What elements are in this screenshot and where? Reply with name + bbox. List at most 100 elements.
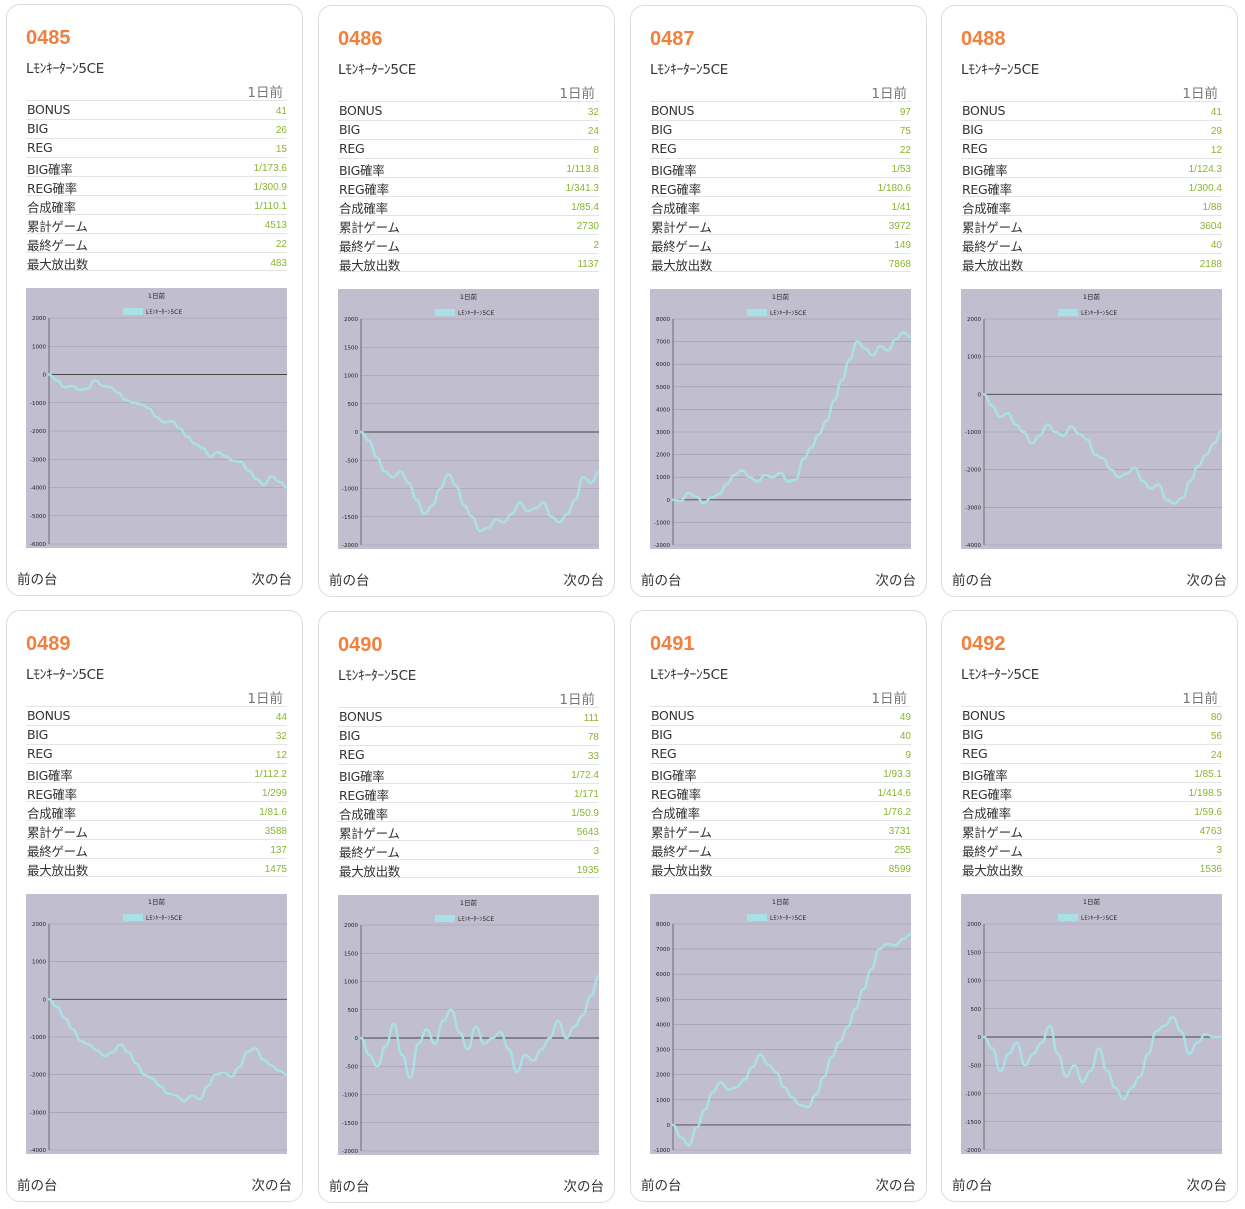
- stat-label: 最大放出数: [651, 863, 713, 878]
- stat-label: REG確率: [27, 181, 77, 196]
- legend-label: Lﾓﾝｷｰﾀｰﾝ5CE: [1081, 310, 1117, 317]
- machine-card[interactable]: 0488 Lﾓﾝｷｰﾀｰﾝ5CE 1日前 BONUS 41 BIG 29 REG 12 BIG確率…: [941, 5, 1238, 597]
- stat-label: BONUS: [27, 708, 71, 723]
- y-tick-label: -1000: [965, 1092, 981, 1098]
- stat-label: 最大放出数: [651, 258, 713, 273]
- stats-row: 合成確率 1/59.6: [961, 801, 1222, 821]
- stats-row: BIG確率 1/53: [650, 158, 911, 178]
- stat-value: 80: [1210, 712, 1222, 723]
- machine-number[interactable]: 0491: [650, 633, 695, 655]
- prev-machine-link[interactable]: 前の台: [952, 573, 993, 589]
- stats-row: BONUS 32: [338, 101, 599, 120]
- legend-swatch: [747, 914, 767, 921]
- prev-machine-link[interactable]: 前の台: [641, 573, 682, 589]
- next-machine-link[interactable]: 次の台: [251, 572, 293, 588]
- stat-value: 1/414.6: [877, 788, 911, 799]
- stats-row: 累計ゲーム 3972: [650, 215, 911, 235]
- stat-label: BONUS: [339, 103, 383, 118]
- machine-number[interactable]: 0492: [961, 633, 1006, 655]
- graph-svg: 1日前 Lﾓﾝｷｰﾀｰﾝ5CE 2000 1500 1000 500 0 -500 -1000 -…: [342, 898, 599, 1155]
- stat-value: 1/72.4: [571, 770, 599, 781]
- stats-row: BONUS 111: [338, 707, 599, 726]
- slump-line: [671, 331, 911, 505]
- stat-value: 33: [587, 751, 599, 762]
- prev-machine-link[interactable]: 前の台: [329, 1179, 370, 1195]
- machine-card[interactable]: 0485 Lﾓﾝｷｰﾀｰﾝ5CE 1日前 BONUS 41 BIG 26 REG 15 BIG確率…: [6, 4, 303, 596]
- stats-table: BONUS 80 BIG 56 REG 24 BIG確率 1/85.1 REG確率 1/198.5…: [961, 706, 1222, 878]
- stat-value: 40: [1210, 240, 1222, 251]
- stats-row: 最大放出数 483: [26, 252, 287, 272]
- stat-label: 累計ゲーム: [651, 220, 712, 235]
- y-tick-label: 0: [978, 392, 982, 398]
- y-tick-label: -1000: [965, 430, 981, 436]
- prev-machine-link[interactable]: 前の台: [952, 1178, 993, 1194]
- stats-row: 最終ゲーム 255: [650, 839, 911, 859]
- y-tick-label: -3000: [30, 457, 46, 463]
- machine-card[interactable]: 0491 Lﾓﾝｷｰﾀｰﾝ5CE 1日前 BONUS 49 BIG 40 REG 9 BIG確率 1…: [630, 610, 927, 1202]
- machine-number[interactable]: 0485: [26, 27, 71, 49]
- machine-number[interactable]: 0487: [650, 28, 695, 50]
- stat-label: BONUS: [962, 708, 1006, 723]
- stat-value: 32: [275, 731, 287, 742]
- y-tick-label: 1000: [32, 344, 46, 350]
- stat-label: 累計ゲーム: [27, 219, 88, 234]
- stats-row: 累計ゲーム 3731: [650, 820, 911, 840]
- stat-label: REG: [27, 746, 53, 761]
- stat-value: 2730: [576, 221, 599, 232]
- next-machine-link[interactable]: 次の台: [1186, 1178, 1228, 1194]
- y-tick-label: 6000: [656, 362, 670, 368]
- slump-line: [359, 430, 599, 533]
- day-header: 1日前: [559, 692, 595, 708]
- stat-value: 2: [593, 240, 599, 251]
- stat-label: BIG: [651, 122, 673, 137]
- stat-value: 1/300.9: [253, 182, 287, 193]
- next-machine-link[interactable]: 次の台: [563, 573, 605, 589]
- day-header: 1日前: [1182, 86, 1218, 102]
- stat-label: 最終ゲーム: [651, 844, 712, 859]
- stats-row: 最大放出数 1475: [26, 858, 287, 878]
- machine-number[interactable]: 0488: [961, 28, 1006, 50]
- stat-value: 15: [275, 144, 287, 155]
- stat-label: 最大放出数: [27, 863, 89, 878]
- stat-label: 累計ゲーム: [962, 825, 1023, 840]
- machine-number[interactable]: 0490: [338, 634, 383, 656]
- machine-number[interactable]: 0486: [338, 28, 383, 50]
- y-tick-label: -500: [346, 1064, 359, 1070]
- day-header: 1日前: [871, 691, 907, 707]
- machine-card[interactable]: 0487 Lﾓﾝｷｰﾀｰﾝ5CE 1日前 BONUS 97 BIG 75 REG 22 BIG確率…: [630, 5, 927, 597]
- machine-card[interactable]: 0492 Lﾓﾝｷｰﾀｰﾝ5CE 1日前 BONUS 80 BIG 56 REG 24 BIG確率…: [941, 610, 1238, 1202]
- y-tick-label: 1000: [656, 1098, 670, 1104]
- stats-row: 累計ゲーム 4513: [26, 214, 287, 234]
- y-tick-label: -2000: [654, 543, 670, 549]
- graph-title: 1日前: [772, 292, 790, 301]
- stats-row: REG確率 1/300.4: [961, 177, 1222, 197]
- y-tick-label: 0: [43, 997, 47, 1003]
- stat-value: 40: [899, 731, 911, 742]
- stat-label: 最終ゲーム: [339, 845, 400, 860]
- stats-row: 累計ゲーム 3588: [26, 820, 287, 840]
- stats-row: BONUS 80: [961, 706, 1222, 725]
- graph-title: 1日前: [460, 292, 478, 301]
- machine-card[interactable]: 0490 Lﾓﾝｷｰﾀｰﾝ5CE 1日前 BONUS 111 BIG 78 REG 33 BIG確…: [318, 611, 615, 1203]
- next-machine-link[interactable]: 次の台: [875, 573, 917, 589]
- graph-svg: 1日前 Lﾓﾝｷｰﾀｰﾝ5CE 2000 1500 1000 500 0 -500 -1000 -…: [342, 292, 599, 549]
- next-machine-link[interactable]: 次の台: [563, 1179, 605, 1195]
- next-machine-link[interactable]: 次の台: [1186, 573, 1228, 589]
- machine-number[interactable]: 0489: [26, 633, 71, 655]
- prev-machine-link[interactable]: 前の台: [17, 1178, 58, 1194]
- machine-card[interactable]: 0489 Lﾓﾝｷｰﾀｰﾝ5CE 1日前 BONUS 44 BIG 32 REG 12 BIG確率…: [6, 610, 303, 1202]
- prev-machine-link[interactable]: 前の台: [641, 1178, 682, 1194]
- stats-row: REG確率 1/180.6: [650, 177, 911, 197]
- y-tick-label: -2000: [342, 543, 358, 549]
- prev-machine-link[interactable]: 前の台: [329, 573, 370, 589]
- stat-value: 1/53: [891, 164, 911, 175]
- graph-svg: 1日前 Lﾓﾝｷｰﾀｰﾝ5CE 2000 1000 0 -1000 -2000 -3000 -4…: [965, 292, 1222, 549]
- next-machine-link[interactable]: 次の台: [875, 1178, 917, 1194]
- y-tick-label: 1000: [967, 355, 981, 361]
- stat-label: 最大放出数: [27, 257, 89, 272]
- stat-label: REG: [339, 747, 365, 762]
- next-machine-link[interactable]: 次の台: [251, 1178, 293, 1194]
- stat-value: 1536: [1199, 864, 1222, 875]
- machine-card[interactable]: 0486 Lﾓﾝｷｰﾀｰﾝ5CE 1日前 BONUS 32 BIG 24 REG 8 BIG確率 1…: [318, 5, 615, 597]
- prev-machine-link[interactable]: 前の台: [17, 572, 58, 588]
